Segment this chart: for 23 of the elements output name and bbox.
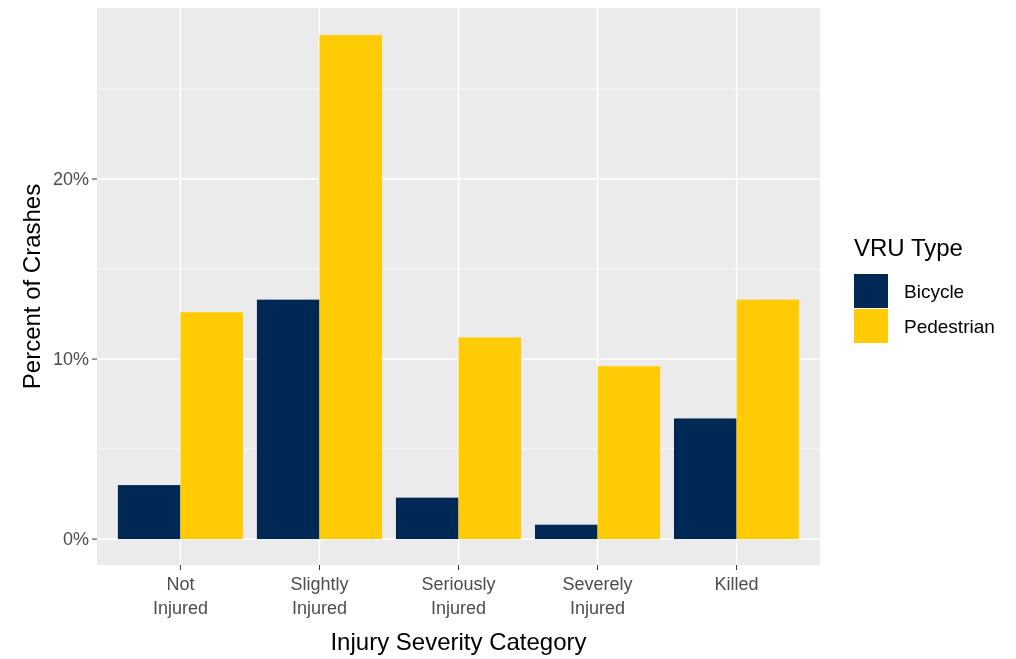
bar [597,366,661,540]
y-tick-label: 20% [52,169,89,190]
x-tick-label: Killed [714,574,759,594]
x-tick-label: Severely Injured [562,574,633,618]
legend-label: Bicycle [904,280,965,302]
bar [534,524,598,540]
bar [674,418,737,540]
x-tick-label: Seriously Injured [421,574,496,618]
bar [319,35,383,540]
bar [256,299,320,540]
bar [458,337,522,540]
legend-label: Pedestrian [904,315,995,337]
x-tick-label: Not Injured [152,574,208,618]
y-tick-label: 10% [52,349,89,370]
bar [180,312,243,540]
x-tick-label: Slightly Injured [290,574,349,618]
y-tick-label: 0% [62,529,89,550]
bar [736,299,800,540]
bar [395,497,459,540]
y-axis-title: Percent of Crashes [18,183,45,390]
x-axis-title: Injury Severity Category [330,628,587,655]
legend-title: VRU Type [854,234,963,261]
bar [117,485,181,540]
